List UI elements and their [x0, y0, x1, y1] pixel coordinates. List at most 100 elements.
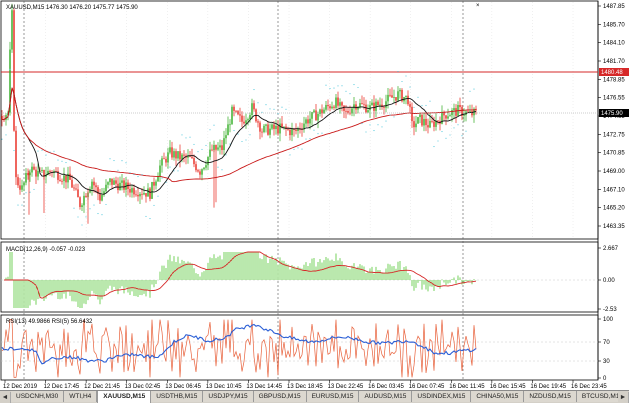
sar-dot [13, 149, 15, 152]
sar-dot [213, 124, 215, 126]
candle-body-up [351, 108, 353, 114]
sar-dot [273, 108, 275, 110]
candle-body-down [149, 188, 151, 199]
candle-body-up [81, 205, 83, 207]
sar-dot [405, 75, 407, 77]
candle-body-down [211, 149, 213, 151]
candle-body-down [391, 95, 393, 98]
candle-body-up [429, 120, 431, 128]
candle-body-down [355, 104, 357, 110]
tab-scroll-left-icon[interactable]: ◄ [0, 392, 11, 403]
sar-dot [337, 85, 339, 87]
sar-dot [145, 215, 147, 217]
candle-body-down [383, 107, 385, 108]
candle-body-down [437, 120, 439, 122]
candle-body-up [339, 102, 341, 106]
candle-body-up [245, 120, 247, 124]
tab-usdcnh-m30[interactable]: USDCNH,M30 [11, 391, 65, 402]
sar-dot [25, 192, 27, 194]
candle-body-up [29, 172, 31, 176]
sar-dot [445, 137, 447, 139]
candle-body-up [331, 106, 333, 109]
candle-body-down [411, 106, 413, 122]
tab-scroll-right-icon[interactable]: ► [618, 392, 629, 403]
candle-body-up [435, 120, 437, 127]
sar-dot [101, 214, 103, 216]
sar-dot [465, 130, 467, 132]
candle-body-down [295, 129, 297, 132]
candle-body-up [227, 124, 229, 136]
sar-dot [333, 87, 335, 89]
sar-dot [417, 96, 419, 98]
candle-body-up [263, 125, 265, 133]
sar-dot [209, 129, 211, 131]
candle-body-up [207, 156, 209, 166]
candle-body-up [161, 158, 163, 166]
candle-body-up [371, 102, 373, 106]
candle-body-down [395, 97, 397, 101]
candle-body-up [9, 49, 11, 113]
tab-china50-m15[interactable]: CHINA50,M15 [471, 391, 525, 402]
tab-usdthb-m15[interactable]: USDTHB,M15 [151, 391, 204, 402]
rsi-tick-label: 0 [603, 376, 607, 382]
tab-xauusd-m15[interactable]: XAUUSD,M15 [97, 391, 152, 403]
time-axis[interactable]: 12 Dec 2019 12 Dec 17:45 12 Dec 21:45 13 De… [3, 380, 607, 390]
candle-body-up [205, 165, 207, 168]
time-tick-label: 16 Dec 19:45 [530, 384, 566, 390]
sar-dot [221, 169, 223, 171]
level-price-label: 1480.48 [601, 70, 623, 76]
close-icon[interactable]: × [476, 3, 480, 9]
tab-gbpusd-m15[interactable]: GBPUSD,M15 [253, 391, 307, 402]
sar-dot [125, 162, 127, 164]
sar-dot [173, 170, 175, 172]
candle-body-down [97, 187, 99, 194]
tab-usdjpy-m15[interactable]: USDJPY,M15 [203, 391, 254, 402]
sar-dot [237, 133, 239, 135]
candle-body-down [71, 179, 73, 188]
time-tick-label: 13 Dec 10:45 [206, 384, 242, 390]
tab-audusd-m15[interactable]: AUDUSD,M15 [359, 391, 413, 402]
candle-body-down [287, 129, 289, 130]
candle-body-up [325, 104, 327, 110]
candle-body-down [445, 115, 447, 119]
rsi-axis: 100 70 30 0 [598, 317, 614, 382]
tab-usdindex-m15[interactable]: USDINDEX,M15 [412, 391, 472, 402]
tab-btcusd-m15[interactable]: BTCUSD,M15 [576, 391, 618, 402]
sar-dot [365, 131, 367, 133]
candle-body-up [251, 103, 253, 116]
tab-wti-h4[interactable]: WTI,H4 [64, 391, 98, 402]
candle-body-down [381, 104, 383, 108]
candle-body-down [77, 189, 79, 198]
tab-eurusd-m15[interactable]: EURUSD,M15 [306, 391, 360, 402]
candle-body-up [353, 104, 355, 109]
candle-body-down [401, 89, 403, 102]
chart-workspace[interactable]: XAUUSD,M15 1476.30 1476.20 1475.77 1475.… [0, 0, 629, 390]
price-chart[interactable]: XAUUSD,M15 1476.30 1476.20 1475.77 1475.… [0, 0, 629, 390]
sar-dot [393, 116, 395, 118]
candle-body-up [297, 128, 299, 132]
rsi-tick-label: 100 [603, 317, 614, 323]
candle-body-down [427, 125, 429, 128]
tab-nzdusd-m15[interactable]: NZDUSD,M15 [524, 391, 577, 402]
candle-body-down [15, 130, 17, 178]
time-tick-label: 16 Dec 07:45 [409, 384, 445, 390]
candle-body-down [277, 125, 279, 134]
sar-dot [449, 134, 451, 136]
sar-dot [389, 114, 391, 116]
time-tick-label: 13 Dec 14:45 [246, 384, 282, 390]
sar-dot [413, 106, 415, 108]
candle-body-up [219, 145, 221, 148]
candle-body-down [377, 101, 379, 106]
sar-dot [285, 108, 287, 110]
candle-body-down [193, 158, 195, 165]
sar-dot [293, 148, 295, 150]
candle-body-up [105, 184, 107, 192]
time-tick-label: 16 Dec 15:45 [490, 384, 526, 390]
candle-body-up [311, 112, 313, 119]
sar-dot [153, 204, 155, 206]
sar-dot [469, 90, 471, 92]
candle-body-down [327, 104, 329, 107]
sar-dot [245, 139, 247, 141]
candle-body-up [11, 10, 13, 50]
macd-histogram [3, 252, 477, 308]
